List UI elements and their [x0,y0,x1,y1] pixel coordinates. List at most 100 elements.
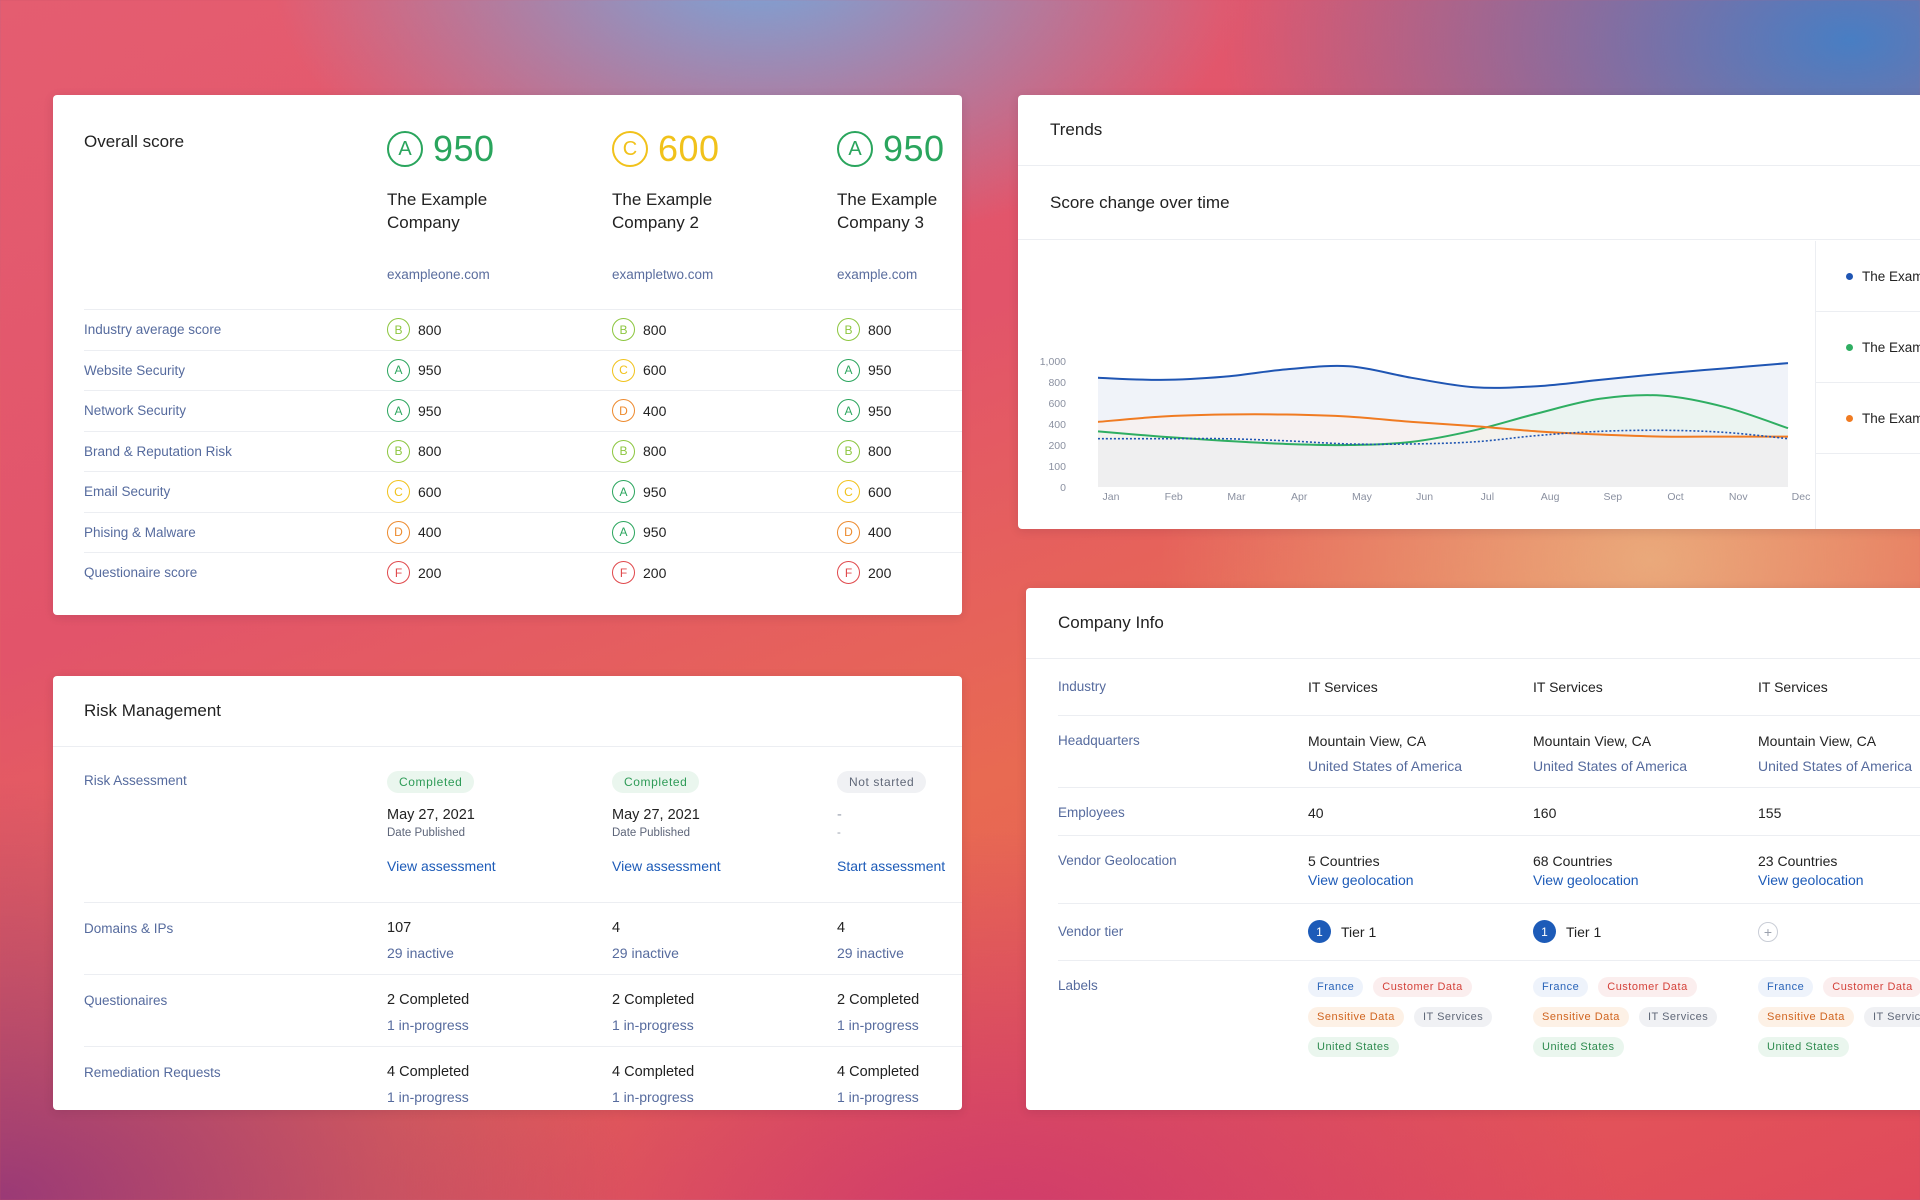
legend-dot-icon [1846,343,1853,351]
score-row-label[interactable]: Email Security [84,484,171,500]
legend-item[interactable]: The Exam [1816,383,1920,454]
domains-count: 107 [387,920,412,936]
country-count: 5 Countries [1308,853,1380,869]
domains-count: 4 [837,920,846,936]
score-row-label[interactable]: Network Security [84,403,187,419]
industry-row: Industry IT Services IT Services IT Serv… [1058,659,1920,715]
label-tag[interactable]: France [1533,977,1589,997]
y-tick-label: 0 [1060,482,1066,494]
domains-col-3: 4 29 inactive [837,920,904,961]
label-tag[interactable]: France [1308,977,1364,997]
score-cell: A 950 [612,480,666,504]
employees-value: 40 [1308,805,1324,821]
score-cell: B 800 [837,318,892,342]
score-cell: A 950 [837,358,892,382]
vendor-tier[interactable]: 1 Tier 1 [1308,920,1376,943]
industry-value: IT Services [1758,679,1828,695]
company-info-title: Company Info [1026,588,1920,659]
label-tag[interactable]: Sensitive Data [1758,1007,1854,1027]
label-tag[interactable]: France [1758,977,1814,997]
company-domain[interactable]: example.com [837,267,918,282]
date-label: Date Published [612,827,690,839]
country-count: 68 Countries [1533,853,1613,869]
trends-title: Trends [1018,95,1920,166]
score-row-label[interactable]: Questionaire score [84,565,198,581]
score-row-label[interactable]: Industry average score [84,322,222,338]
x-tick-label: Nov [1729,491,1748,503]
score-value: 400 [643,402,667,419]
grade-badge-icon: A [387,358,410,382]
label-tag[interactable]: IT Services [1413,1007,1493,1027]
hq-country: United States of America [1758,758,1913,774]
score-row-label[interactable]: Phising & Malware [84,524,196,540]
employees-value: 160 [1533,805,1557,821]
vendor-tier-row: Vendor tier 1 Tier 1 1 Tier 1 + [1058,903,1920,960]
company-score-value: 600 [658,128,720,169]
hq-city: Mountain View, CA [1308,733,1427,749]
headquarters-col: Mountain View, CA United States of Ameri… [1758,733,1912,774]
label-tag[interactable]: Customer Data [1823,977,1920,997]
risk-management-card: Risk Management Risk Assessment Complete… [53,676,962,1110]
view-assessment-link[interactable]: View assessment [387,858,496,874]
start-assessment-link[interactable]: Start assessment [837,858,946,874]
label-tag[interactable]: IT Services [1863,1007,1920,1027]
score-value: 200 [643,564,667,581]
chart-subtitle: Score change over time [1018,166,1920,240]
score-row: Industry average score B 800 B 800 B 800 [84,309,962,350]
label-tag[interactable]: IT Services [1638,1007,1718,1027]
labels-col: France Customer Data Sensitive Data IT Serv… [1308,977,1498,1057]
company-domain[interactable]: exampletwo.com [612,267,714,282]
row-label: Labels [1058,978,1098,993]
grade-badge-icon: C [612,358,635,382]
legend-item[interactable]: The Exam [1816,241,1920,312]
y-tick-label: 100 [1048,461,1066,473]
score-value: 800 [868,321,892,338]
view-geolocation-link[interactable]: View geolocation [1308,872,1414,888]
row-label: Risk Assessment [84,773,187,788]
overall-score-header: Overall score A 950 The Example Company … [84,95,962,309]
vendor-tier[interactable]: 1 Tier 1 [1533,920,1601,943]
tier-label: Tier 1 [1566,923,1602,940]
label-tag[interactable]: United States [1308,1037,1399,1057]
score-value: 950 [868,362,892,379]
grade-badge-icon: F [612,561,635,585]
score-cell: C 600 [612,358,666,382]
company-name: The Example Company 3 [837,190,938,232]
industry-value: IT Services [1308,679,1378,695]
view-assessment-link[interactable]: View assessment [612,858,721,874]
hq-country: United States of America [1533,758,1688,774]
legend-item[interactable]: The Exam [1816,312,1920,383]
y-tick-label: 400 [1048,419,1066,431]
x-tick-label: Jun [1416,491,1433,503]
label-tag[interactable]: Sensitive Data [1308,1007,1404,1027]
labels-row: Labels France Customer Data Sensitive Data… [1058,960,1920,1110]
risk-management-title: Risk Management [53,676,962,747]
label-tag[interactable]: Customer Data [1598,977,1697,997]
hq-city: Mountain View, CA [1758,733,1877,749]
score-row-label[interactable]: Brand & Reputation Risk [84,443,232,459]
label-tag[interactable]: Customer Data [1373,977,1472,997]
view-geolocation-link[interactable]: View geolocation [1758,872,1864,888]
domains-col-2: 4 29 inactive [612,920,679,961]
label-tag[interactable]: United States [1758,1037,1849,1057]
series-area [1098,430,1788,487]
grade-badge-icon: B [837,439,860,463]
company-column-3: A 950 The Example Company 3 [837,128,962,234]
y-tick-label: 1,000 [1040,356,1066,368]
score-cell: A 950 [387,399,441,423]
company-domain[interactable]: exampleone.com [387,267,490,282]
add-tier-button[interactable]: + [1758,922,1778,942]
series-line [1097,362,1789,389]
score-row-label[interactable]: Website Security [84,362,186,378]
company-name: The Example Company [387,190,488,232]
view-geolocation-link[interactable]: View geolocation [1533,872,1639,888]
questionaires-col-3: 2 Completed 1 in-progress [837,992,919,1033]
chart-legend: The Exam The Exam The Exam [1815,241,1920,529]
completed-count: 2 Completed [837,992,920,1008]
label-tag[interactable]: United States [1533,1037,1624,1057]
employees-row: Employees 40 160 155 [1058,787,1920,835]
questionaires-col-2: 2 Completed 1 in-progress [612,992,694,1033]
label-tag[interactable]: Sensitive Data [1533,1007,1629,1027]
score-cell: F 200 [612,561,667,585]
risk-assessment-col-1: Completed May 27, 2021 Date Published Vi… [387,771,496,874]
